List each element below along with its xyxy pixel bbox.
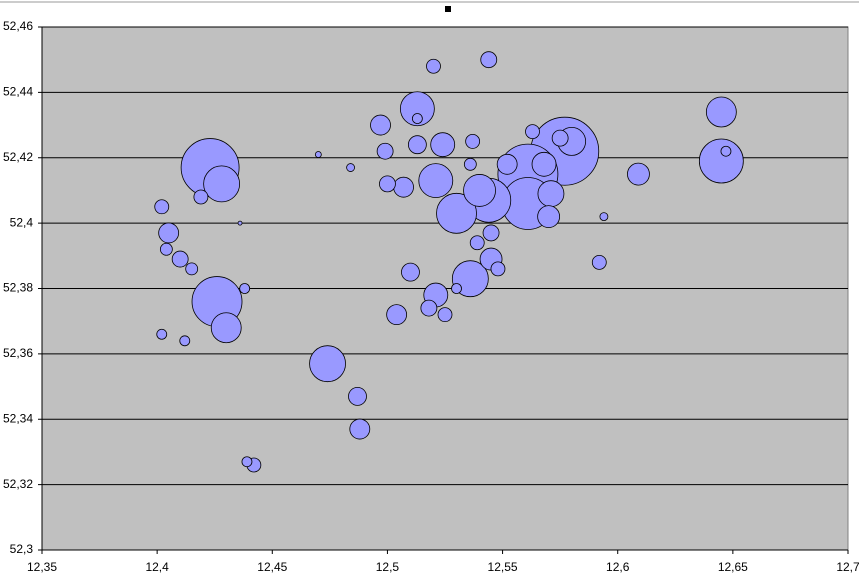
bubble — [525, 124, 540, 140]
y-tick-label: 52,36 — [3, 346, 33, 360]
bubble — [407, 135, 427, 155]
bubble — [376, 142, 394, 160]
bubble — [349, 418, 371, 440]
bubble — [627, 162, 650, 186]
bubble — [698, 138, 744, 184]
bubble — [241, 456, 253, 468]
bubble — [179, 335, 191, 347]
bubble — [465, 134, 481, 149]
bubble — [599, 212, 609, 221]
bubble — [309, 345, 346, 383]
bubble — [386, 304, 408, 326]
bubble — [411, 113, 423, 124]
bubble — [551, 129, 569, 147]
bubble — [237, 220, 243, 226]
bubble — [399, 91, 435, 127]
y-tick-label: 52,4 — [10, 215, 34, 229]
bubble — [469, 235, 485, 251]
bubble — [420, 299, 438, 317]
y-tick-label: 52,42 — [3, 150, 33, 164]
bubble — [210, 312, 242, 344]
bubble — [496, 153, 518, 175]
bubble — [159, 242, 173, 256]
bubble — [346, 163, 355, 172]
legend-marker — [445, 6, 451, 12]
bubble — [451, 283, 462, 294]
y-tick-label: 52,34 — [3, 411, 33, 425]
bubble — [463, 174, 496, 207]
bubble — [490, 261, 506, 277]
bubble — [156, 328, 168, 340]
bubble — [314, 151, 322, 158]
x-tick-label: 12,55 — [488, 560, 518, 574]
bubble — [393, 176, 414, 198]
bubble — [348, 386, 367, 406]
bubble — [537, 205, 561, 228]
bubble — [531, 151, 557, 177]
bubble — [437, 307, 453, 323]
x-tick-label: 12,4 — [145, 560, 169, 574]
bubble — [239, 283, 251, 294]
bubble — [401, 262, 420, 282]
bubble — [171, 250, 189, 268]
x-tick-label: 12,35 — [27, 560, 57, 574]
bubble — [482, 224, 500, 242]
bubble — [430, 132, 456, 158]
bubble — [720, 145, 732, 157]
y-tick-label: 52,46 — [3, 19, 33, 33]
bubble — [426, 58, 441, 74]
bubble — [203, 165, 241, 203]
bubble — [480, 51, 498, 69]
bubble — [379, 175, 396, 193]
bubble — [705, 96, 737, 128]
x-tick-label: 12,65 — [718, 560, 748, 574]
bubble — [154, 199, 170, 215]
x-tick-label: 12,6 — [606, 560, 630, 574]
y-tick-label: 52,32 — [3, 477, 33, 491]
x-tick-label: 12,5 — [376, 560, 400, 574]
bubble — [418, 163, 454, 199]
bubble — [370, 114, 391, 136]
x-tick-label: 12,7 — [836, 560, 859, 574]
bubble — [537, 180, 565, 208]
y-tick-label: 52,3 — [10, 542, 34, 556]
bubble — [591, 254, 607, 270]
bubble — [436, 192, 477, 234]
bubble — [185, 262, 199, 276]
bubble — [463, 157, 477, 171]
bubble — [158, 222, 180, 244]
y-tick-label: 52,38 — [3, 281, 33, 295]
x-tick-label: 12,45 — [257, 560, 287, 574]
y-tick-label: 52,44 — [3, 85, 33, 99]
bubble — [193, 189, 209, 205]
